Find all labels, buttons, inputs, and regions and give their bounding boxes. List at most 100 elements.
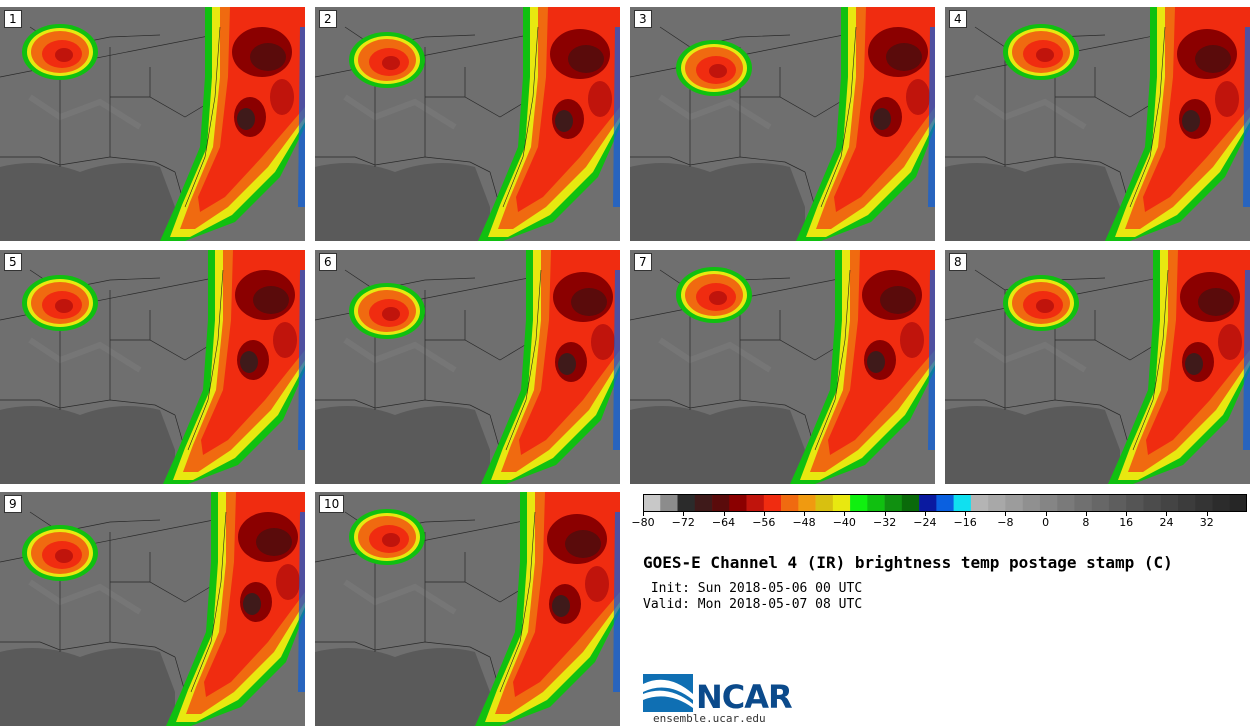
colorbar-tick <box>804 512 806 516</box>
colorbar-segment <box>919 494 937 512</box>
colorbar-segment <box>1195 494 1213 512</box>
ensemble-member-panel: 4 <box>945 7 1250 241</box>
colorbar-outline <box>643 494 1247 512</box>
colorbar-tick-label: 8 <box>1082 516 1090 529</box>
member-number-label: 8 <box>949 253 967 271</box>
colorbar-segment <box>936 494 954 512</box>
colorbar-tick <box>965 512 967 516</box>
satellite-ir-map <box>0 492 305 726</box>
colorbar-tick <box>844 512 846 516</box>
ensemble-member-panel: 1 <box>0 7 305 241</box>
colorbar-tick <box>683 512 685 516</box>
satellite-ir-map <box>0 7 305 241</box>
colorbar-segment <box>1074 494 1092 512</box>
colorbar-tick <box>1166 512 1168 516</box>
colorbar-tick-label: −48 <box>792 516 816 529</box>
colorbar-tick-label: −72 <box>671 516 695 529</box>
satellite-ir-map <box>945 250 1250 484</box>
colorbar-segment <box>815 494 834 512</box>
colorbar-tick-label: −8 <box>997 516 1014 529</box>
satellite-ir-map <box>945 7 1250 241</box>
member-number-label: 4 <box>949 10 967 28</box>
colorbar-segment <box>850 494 868 512</box>
colorbar-tick <box>1206 512 1208 516</box>
init-time: Init: Sun 2018-05-06 00 UTC <box>643 581 863 596</box>
site-url: ensemble.ucar.edu <box>653 712 766 725</box>
colorbar-segment <box>970 494 989 512</box>
colorbar-tick-label: 16 <box>1119 516 1134 529</box>
colorbar-segment <box>832 494 851 512</box>
member-number-label: 7 <box>634 253 652 271</box>
satellite-ir-map <box>0 250 305 484</box>
member-number-label: 3 <box>634 10 652 28</box>
colorbar-tick <box>884 512 886 516</box>
colorbar-segment <box>1039 494 1058 512</box>
colorbar-tick <box>924 512 926 516</box>
member-number-label: 6 <box>319 253 337 271</box>
colorbar-tick-label: −40 <box>832 516 856 529</box>
colorbar-tick <box>723 512 725 516</box>
colorbar-tick-label: −64 <box>711 516 736 529</box>
satellite-ir-map <box>315 492 620 726</box>
colorbar-tick <box>1126 512 1128 516</box>
colorbar-segment <box>746 494 765 512</box>
colorbar-tick <box>1045 512 1047 516</box>
valid-time: Valid: Mon 2018-05-07 08 UTC <box>643 597 863 612</box>
ensemble-member-panel: 5 <box>0 250 305 484</box>
colorbar-segment <box>1126 494 1144 512</box>
member-number-label: 2 <box>319 10 337 28</box>
colorbar-segment <box>1091 494 1110 512</box>
colorbar-tick-label: −56 <box>752 516 776 529</box>
colorbar-tick <box>1085 512 1087 516</box>
colorbar-segment <box>712 494 730 512</box>
colorbar-tick <box>763 512 765 516</box>
colorbar-segment <box>763 494 782 512</box>
ensemble-member-panel: 7 <box>630 250 935 484</box>
colorbar-segment <box>643 494 661 512</box>
ensemble-member-panel: 10 <box>315 492 620 726</box>
ensemble-member-panel: 6 <box>315 250 620 484</box>
ensemble-member-panel: 2 <box>315 7 620 241</box>
colorbar-segment <box>884 494 903 512</box>
figure-title: GOES-E Channel 4 (IR) brightness temp po… <box>643 553 1173 572</box>
ensemble-member-panel: 8 <box>945 250 1250 484</box>
colorbar-ticks: −80 −72 −64 −56 −48 −40 −32 −24 −16 −8 0 8 16 24 32 <box>631 512 1247 532</box>
colorbar-segment <box>1160 494 1179 512</box>
ncar-logo-icon <box>643 674 693 712</box>
colorbar-segment <box>867 494 885 512</box>
colorbar-tick-label: −80 <box>631 516 655 529</box>
colorbar-tick-label: −24 <box>913 516 937 529</box>
colorbar-segment <box>729 494 747 512</box>
colorbar-segment <box>1229 494 1247 512</box>
member-number-label: 1 <box>4 10 22 28</box>
member-number-label: 10 <box>319 495 345 513</box>
colorbar-tick <box>1005 512 1007 516</box>
colorbar-segment <box>988 494 1006 512</box>
colorbar-segment <box>901 494 920 512</box>
colorbar-segment <box>953 494 972 512</box>
satellite-ir-map <box>630 7 935 241</box>
colorbar-segment <box>781 494 799 512</box>
colorbar-tick-label: −16 <box>953 516 977 529</box>
colorbar-tick-label: −32 <box>872 516 897 529</box>
colorbar-tick <box>643 512 644 516</box>
colorbar-segment <box>1057 494 1075 512</box>
ensemble-member-panel: 9 <box>0 492 305 726</box>
colorbar-segment <box>1177 494 1196 512</box>
colorbar-segment <box>694 494 713 512</box>
colorbar-segment <box>1005 494 1023 512</box>
colorbar-tick-label: 32 <box>1199 516 1214 529</box>
colorbar-segment <box>1212 494 1231 512</box>
ensemble-member-panel: 3 <box>630 7 935 241</box>
colorbar-segment <box>1108 494 1127 512</box>
colorbar-segment <box>660 494 678 512</box>
colorbar-segment <box>1143 494 1162 512</box>
temperature-colorbar <box>643 494 1247 512</box>
member-number-label: 9 <box>4 495 22 513</box>
colorbar-tick-label: 24 <box>1159 516 1174 529</box>
colorbar-tick-label: 0 <box>1042 516 1050 529</box>
satellite-ir-map <box>315 250 620 484</box>
colorbar-segment <box>798 494 816 512</box>
member-number-label: 5 <box>4 253 22 271</box>
colorbar-segment <box>1022 494 1041 512</box>
